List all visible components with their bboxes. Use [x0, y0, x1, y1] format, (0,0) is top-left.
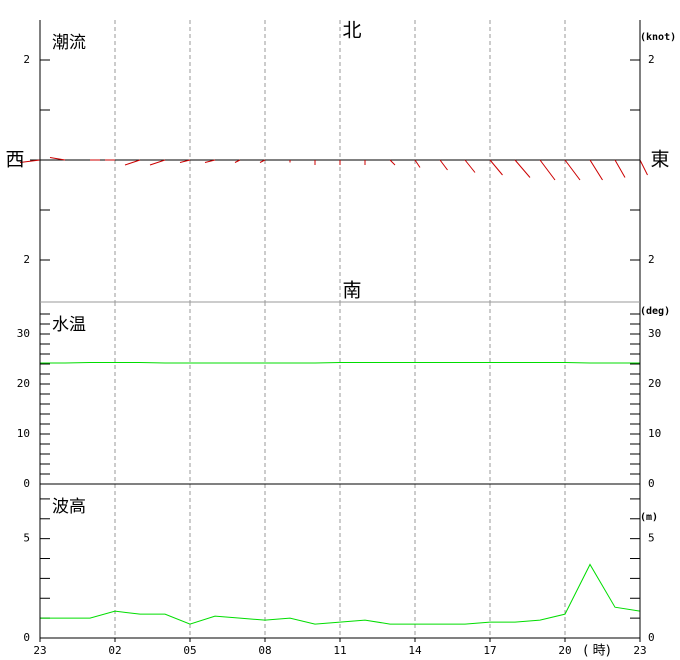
panel-title: 波高 — [52, 497, 86, 517]
x-unit: ( 時) — [583, 644, 610, 659]
y-tick-label: 30 — [648, 327, 661, 340]
y-tick-label: 10 — [17, 427, 30, 440]
x-tick-label: 23 — [633, 644, 646, 657]
compass-south: 南 — [342, 280, 361, 302]
compass-west: 西 — [5, 149, 24, 171]
y-tick-label: 10 — [648, 427, 661, 440]
x-tick-label: 05 — [183, 644, 196, 657]
x-tick-label: 17 — [483, 644, 496, 657]
unit-label: (deg) — [640, 306, 670, 317]
y-tick-label: 2 — [648, 53, 655, 66]
current-vector — [414, 159, 421, 168]
data-line — [40, 362, 640, 364]
unit-label: (knot) — [640, 32, 676, 43]
y-tick-label: 0 — [23, 631, 30, 644]
current-vector — [464, 159, 476, 173]
current-vector — [149, 159, 166, 166]
x-tick-label: 20 — [558, 644, 571, 657]
x-tick-label: 02 — [108, 644, 121, 657]
y-tick-label: 5 — [23, 532, 30, 545]
y-tick-label: 20 — [648, 377, 661, 390]
y-tick-label: 30 — [17, 327, 30, 340]
current-vector — [204, 159, 216, 163]
current-vector — [439, 159, 448, 171]
x-tick-label: 23 — [33, 644, 46, 657]
unit-label: (m) — [640, 512, 658, 523]
y-tick-label: 2 — [23, 253, 30, 266]
current-vector — [514, 159, 531, 178]
current-vector — [234, 159, 241, 163]
y-tick-label: 5 — [648, 532, 655, 545]
current-vector — [389, 159, 396, 166]
compass-north: 北 — [342, 20, 361, 42]
current-vector — [539, 159, 556, 181]
current-vector — [589, 159, 603, 181]
x-tick-label: 08 — [258, 644, 271, 657]
y-tick-label: 0 — [648, 477, 655, 490]
y-tick-label: 20 — [17, 377, 30, 390]
current-vector — [489, 159, 503, 176]
panel-title: 潮流 — [52, 33, 86, 53]
panel-title: 水温 — [52, 315, 86, 335]
current-vector — [179, 159, 191, 163]
current-vector — [639, 159, 648, 176]
y-tick-label: 2 — [23, 53, 30, 66]
data-line — [40, 563, 641, 625]
current-vector — [124, 159, 141, 166]
current-vector — [259, 159, 266, 163]
current-vector — [564, 159, 581, 181]
current-vector — [49, 157, 66, 161]
y-tick-label: 0 — [648, 631, 655, 644]
x-tick-label: 14 — [408, 644, 422, 657]
x-tick-label: 11 — [333, 644, 346, 657]
current-vector — [614, 159, 626, 178]
compass-east: 東 — [650, 149, 669, 171]
y-tick-label: 2 — [648, 253, 655, 266]
current-vector — [19, 159, 41, 163]
y-tick-label: 0 — [23, 477, 30, 490]
